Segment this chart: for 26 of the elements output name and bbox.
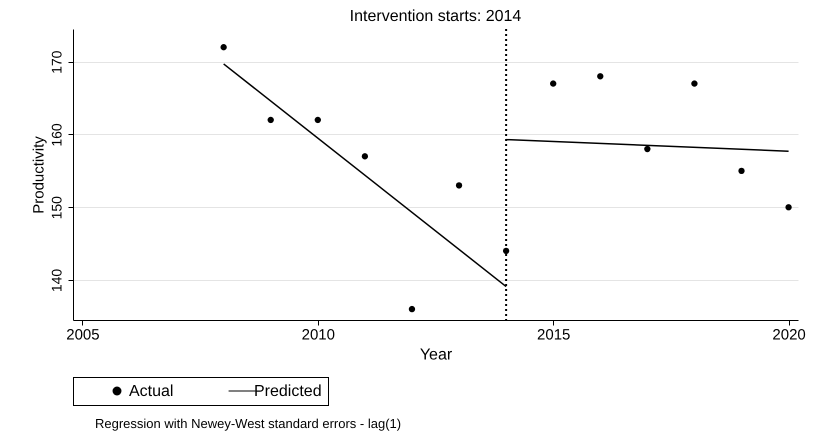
point (408, 306, 416, 312)
y-axis-title: Productivity (30, 136, 48, 214)
x-tick-label: 2005 (66, 326, 100, 344)
chart-title: Intervention starts: 2014 (350, 8, 522, 25)
y-tick-label: 170 (48, 50, 64, 74)
x-tick-label: 2015 (537, 326, 570, 344)
y-tick-label: 140 (48, 268, 64, 292)
legend-label: Predicted (254, 383, 322, 400)
point (362, 153, 368, 160)
legend-label: Actual (129, 383, 174, 400)
point (456, 182, 462, 189)
x-axis-title: Year (420, 346, 453, 364)
point (738, 168, 745, 174)
y-tick-label: 150 (48, 196, 64, 220)
text: Regression with Newey-West standard errors - lag(1) (94, 416, 402, 431)
point (644, 146, 651, 152)
y-tick-label: 160 (48, 123, 64, 147)
x-tick-label: 2020 (772, 326, 806, 344)
point (550, 80, 556, 87)
point (597, 73, 604, 80)
point (785, 204, 792, 210)
point (314, 116, 321, 124)
point (691, 80, 698, 87)
x-tick-label: 2010 (302, 326, 335, 344)
point (220, 44, 227, 50)
point (268, 116, 274, 124)
